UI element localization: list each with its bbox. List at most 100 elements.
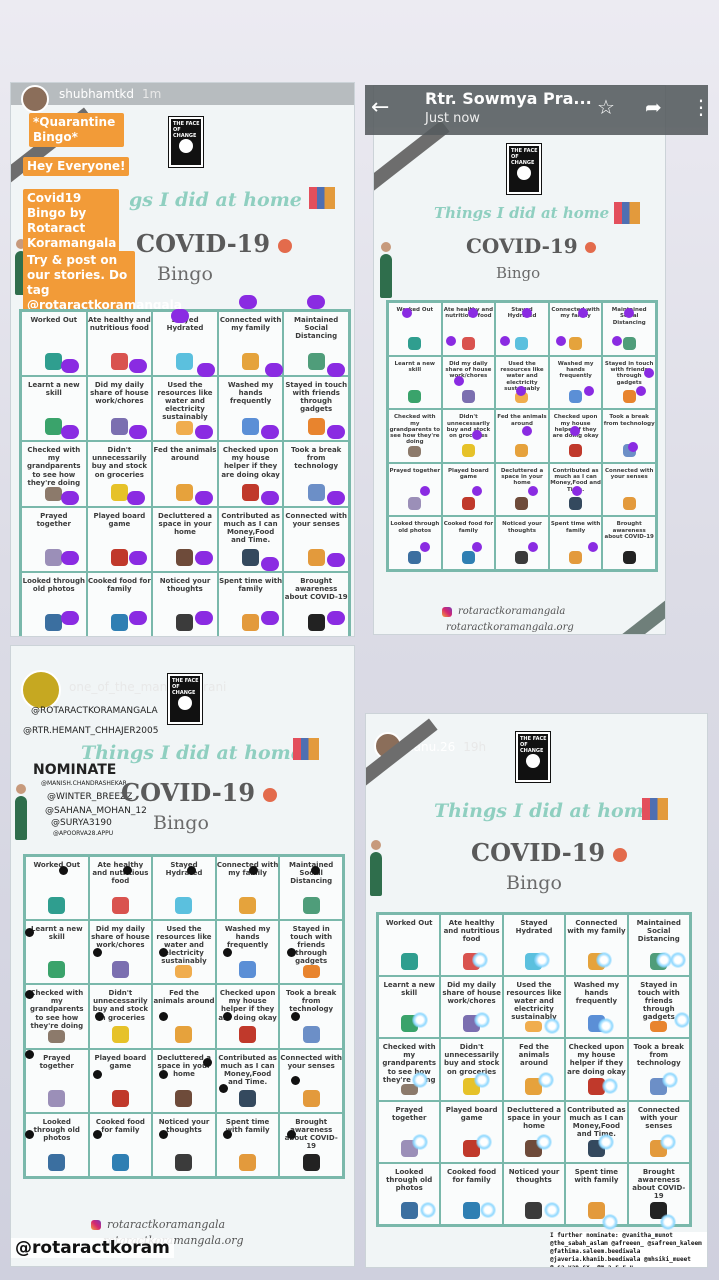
bingo-cell-icon [110,418,128,436]
bingo-cell: Decluttered a space in your home [152,506,218,572]
bingo-cell-label: Checked upon my house helper if they are… [567,1043,626,1076]
story-panel-4[interactable]: hanu.26 19h THE FACE OF CHANGE Things I … [365,713,708,1268]
bingo-cell: Used the resources like water and electr… [152,376,218,442]
story-panel-2[interactable]: THE FACE OF CHANGE Things I did at home … [373,85,666,635]
bingo-cell-label: Checked upon my house helper if they are… [221,446,280,479]
bingo-cell-icon [176,421,194,436]
bingo-cell-icon [622,550,636,564]
bingo-cell-label: Did my daily share of house work/chores [445,360,492,380]
purple-marker [612,336,622,346]
story-username[interactable]: Rtr. Sowmya Pra... [425,89,592,108]
bingo-cell: Did my daily share of house work/chores [88,920,153,985]
purple-marker [528,542,538,552]
bingo-cell-icon [48,897,66,915]
bingo-cell: Checked upon my house helper if they are… [215,984,280,1049]
virus-icon [278,238,293,253]
bingo-cell-label: Learnt a new skill [394,360,436,373]
bingo-cell-label: Prayed together [389,467,441,474]
bingo-cell-icon [242,418,260,436]
covid-title: COVID-19 [471,838,628,867]
bingo-cell-icon [408,390,422,404]
bingo-cell-icon [110,548,128,566]
purple-marker [472,430,482,440]
bingo-cell-icon [242,483,260,501]
tag-hey: Hey Everyone! [23,157,130,176]
purple-marker [402,308,412,318]
purple-marker [61,551,79,565]
purple-marker [468,308,478,318]
bingo-cell-icon [650,1021,668,1033]
purple-marker [129,551,147,565]
black-marker [159,948,168,957]
bingo-cell-icon [515,392,529,404]
story-username[interactable]: shubhamtkd [59,87,134,101]
purple-marker [578,308,588,318]
nominate-label: NOMINATE [33,762,117,778]
bingo-cell: Cooked food for family [86,571,153,636]
more-icon[interactable]: ⋮ [691,95,711,119]
bingo-cell: Took a break from technology [602,409,656,463]
bingo-cell: Looked through old photos [388,516,442,570]
story-panel-1[interactable]: shubhamtkd 1m THE FACE OF CHANGE gs I di… [10,82,355,637]
bingo-cell-icon [45,486,63,501]
nominee-1: @MANISH.CHANDRASHEKAR [41,780,127,787]
bingo-cell: Contributed as much as I can Money,Food … [565,1100,628,1163]
bingo-cell-label: Played board game [445,1105,498,1122]
bingo-cell-label: Did my daily share of house work/chores [90,381,149,406]
bingo-cell-icon [302,965,320,979]
purple-marker [327,425,345,439]
purple-marker [195,425,213,439]
bingo-cell-label: Didn't unnecessarily buy and stock on gr… [446,414,491,440]
black-marker [287,948,296,957]
purple-marker [327,611,345,625]
bingo-cell: Didn't unnecessarily buy and stock on gr… [441,409,496,463]
bingo-cell-label: Looked through old photos [22,576,85,593]
bingo-cell-label: Cooked food for family [443,521,494,534]
bingo-cell: Did my daily share of house work/chores [441,355,496,410]
rotaract-logo: THE FACE OF CHANGE [167,673,203,725]
bingo-cell-icon [45,353,63,371]
highlight-marker [598,1134,614,1150]
back-arrow-icon[interactable]: ← [371,95,390,120]
bingo-cell-icon [239,1025,257,1043]
highlight-marker [662,1072,678,1088]
highlight-marker [412,1072,428,1088]
avatar[interactable] [21,85,49,113]
bingo-cell-label: Spent time with family [574,1167,619,1184]
black-marker [25,928,34,937]
bingo-cell-label: Did my daily share of house work/chores [442,981,501,1006]
bingo-cell-icon [408,550,422,564]
bingo-cell-icon [242,353,260,371]
bingo-cell-icon [110,353,128,371]
bingo-cell-label: Checked with my grandparents to see how … [389,414,441,446]
bingo-cell-icon [239,1089,257,1107]
bingo-cell-label: Brought awareness about COVID-19 [604,521,654,541]
black-marker [95,1012,104,1021]
avatar[interactable] [21,670,61,710]
virus-icon [584,242,596,253]
purple-marker [195,551,213,565]
highlight-marker [538,1072,554,1088]
highlight-marker [670,952,686,968]
purple-marker [446,336,456,346]
bingo-cell-icon [461,443,475,457]
poster-heading: Things I did at home [434,204,610,222]
black-marker [93,1130,102,1139]
bingo-cell-label: Brought awareness about COVID-19 [284,1117,338,1150]
bingo-cell: Didn't unnecessarily buy and stock on gr… [86,441,153,507]
black-marker [93,948,102,957]
highlight-marker [674,1012,690,1028]
purple-marker [420,542,430,552]
share-icon[interactable]: ➦ [645,95,662,119]
bingo-cell: Stayed in touch with friends through gad… [279,920,343,985]
bingo-cell: Brought awareness about COVID-19 [279,1112,343,1177]
bingo-cell-icon [515,550,529,564]
story-panel-3[interactable]: one_of_the_many_bhurani THE FACE OF CHAN… [10,645,355,1267]
story-username[interactable]: one_of_the_many_bhurani [69,680,227,694]
purple-marker [307,295,325,309]
bingo-cell-label: Stayed Hydrated [507,307,537,320]
bingo-cell: Didn't unnecessarily buy and stock on gr… [88,984,153,1049]
bingo-cell-icon [463,1139,481,1157]
bingo-cell-icon [569,336,583,350]
star-icon[interactable]: ☆ [597,95,615,119]
